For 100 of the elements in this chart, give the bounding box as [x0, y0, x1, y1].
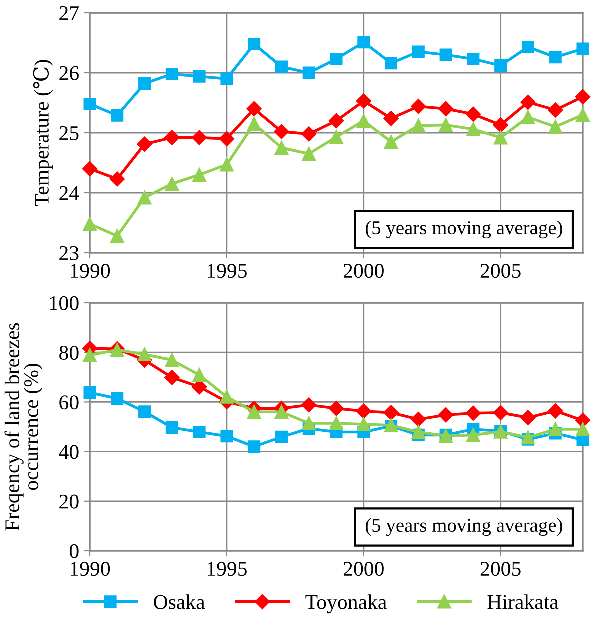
point	[520, 410, 536, 426]
y-tick-label: 25	[60, 126, 79, 140]
point	[520, 94, 536, 110]
point	[274, 141, 289, 155]
point	[356, 114, 371, 128]
point	[111, 109, 124, 122]
point	[192, 168, 206, 182]
legend-label: Osaka	[154, 594, 206, 610]
y-tick-label: 0	[70, 544, 79, 558]
point	[384, 405, 399, 420]
x-tick-label: 2005	[480, 562, 521, 576]
point	[328, 401, 344, 416]
x-tick-label: 2005	[480, 264, 521, 278]
point	[439, 118, 453, 132]
point	[521, 110, 536, 124]
point	[302, 147, 316, 161]
point	[549, 51, 562, 64]
y-tick-label: 100	[50, 296, 79, 310]
y-tick-label: 23	[60, 246, 79, 260]
x-tick-label: 1990	[71, 562, 110, 576]
point	[137, 136, 152, 152]
x-tick-label: 2000	[344, 562, 384, 576]
y-tick-label: 20	[60, 494, 79, 509]
y-axis-title: Freqency of land breezes occurrence (%)	[4, 323, 43, 531]
point	[164, 130, 180, 146]
point	[548, 422, 563, 436]
point	[82, 161, 98, 177]
point	[84, 98, 96, 110]
point	[358, 36, 370, 49]
y-tick-label: 24	[60, 186, 80, 200]
point	[302, 126, 317, 142]
annotation: (5 years moving average)	[366, 518, 562, 536]
point	[412, 425, 426, 440]
point	[328, 113, 344, 129]
point	[219, 131, 235, 147]
x-tick-label: 1995	[208, 562, 247, 576]
point	[356, 418, 371, 432]
point	[494, 130, 508, 145]
point	[165, 177, 180, 191]
point	[165, 353, 180, 368]
point	[302, 416, 316, 430]
point	[275, 60, 288, 74]
x-tick-label: 1990	[71, 264, 110, 278]
point	[193, 426, 206, 438]
point	[110, 172, 125, 187]
point	[166, 68, 178, 80]
point	[411, 99, 426, 114]
point	[220, 390, 234, 404]
point	[164, 370, 180, 386]
y-tick-label: 40	[59, 445, 79, 460]
y-tick-label: 60	[60, 396, 79, 410]
point	[274, 405, 289, 420]
point	[411, 412, 426, 428]
point	[220, 158, 234, 172]
point	[220, 430, 234, 443]
point	[330, 52, 343, 66]
point	[412, 118, 426, 133]
point	[576, 108, 590, 122]
point	[192, 130, 208, 146]
point	[384, 111, 399, 126]
point	[384, 135, 398, 149]
point	[274, 124, 290, 140]
point	[138, 348, 152, 362]
point	[466, 406, 482, 421]
point	[356, 404, 372, 419]
point	[385, 57, 398, 70]
point	[493, 118, 508, 133]
point	[302, 398, 317, 413]
point	[356, 94, 372, 109]
point	[466, 106, 482, 122]
y-axis-title: Temperature (℃)	[33, 60, 54, 206]
point	[193, 70, 206, 83]
point	[330, 416, 344, 430]
point	[246, 101, 262, 117]
point	[302, 66, 316, 80]
point	[466, 428, 480, 442]
point	[166, 421, 178, 434]
y-tick-label: 80	[60, 346, 79, 360]
point	[466, 122, 480, 136]
point	[110, 229, 124, 244]
annotation: (5 years moving average)	[366, 220, 562, 239]
point	[192, 368, 206, 382]
point	[83, 348, 97, 362]
point	[575, 89, 591, 105]
x-tick-label: 2000	[344, 264, 384, 278]
point	[138, 78, 152, 90]
point	[84, 386, 96, 400]
point	[576, 422, 590, 436]
point	[576, 42, 590, 56]
point	[275, 430, 288, 444]
point	[440, 48, 452, 62]
point	[412, 46, 425, 58]
point	[493, 405, 508, 420]
legend-label: Hirakata	[488, 594, 559, 610]
point	[247, 405, 262, 420]
point	[138, 190, 152, 205]
point	[138, 406, 152, 418]
point	[494, 60, 508, 72]
legend-label: Toyonaka	[306, 594, 387, 614]
point	[220, 72, 234, 86]
